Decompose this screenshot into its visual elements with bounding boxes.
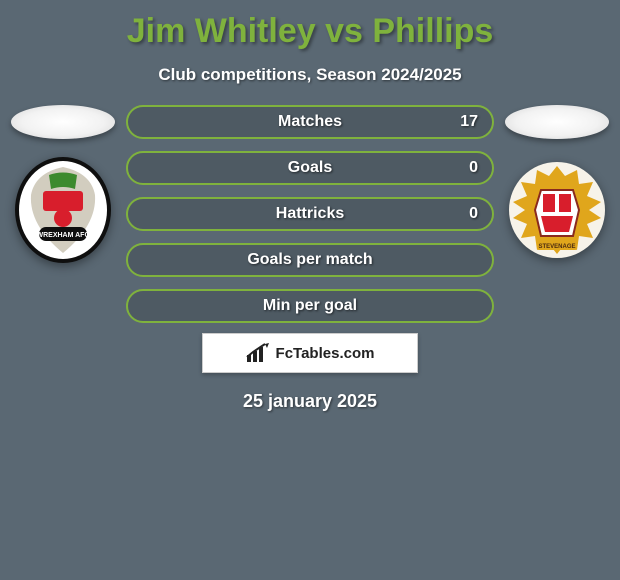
left-player-avatar (11, 105, 115, 139)
brand-badge: FcTables.com (202, 333, 418, 373)
left-player-column: WREXHAM AFC (8, 105, 118, 265)
stats-column: Matches 17 Goals 0 Hattricks 0 Goals per… (118, 105, 502, 323)
comparison-layout: WREXHAM AFC Matches 17 Goals 0 Hattricks… (0, 105, 620, 323)
subtitle: Club competitions, Season 2024/2025 (0, 65, 620, 85)
stat-value-right: 0 (469, 159, 478, 177)
stat-row-matches: Matches 17 (126, 105, 494, 139)
stat-row-min-per-goal: Min per goal (126, 289, 494, 323)
svg-text:WREXHAM AFC: WREXHAM AFC (36, 232, 89, 239)
stat-label: Goals (288, 159, 332, 177)
stat-value-right: 0 (469, 205, 478, 223)
stat-value-right: 17 (460, 113, 478, 131)
left-club-crest: WREXHAM AFC (13, 155, 113, 265)
page-title: Jim Whitley vs Phillips (0, 0, 620, 51)
right-club-crest: STEVENAGE (507, 155, 607, 265)
stat-label: Matches (278, 113, 342, 131)
stat-row-goals-per-match: Goals per match (126, 243, 494, 277)
right-player-avatar (505, 105, 609, 139)
stat-label: Goals per match (247, 251, 372, 269)
chart-icon (246, 343, 270, 363)
svg-text:STEVENAGE: STEVENAGE (538, 244, 575, 250)
footer-date: 25 january 2025 (0, 391, 620, 412)
stat-row-goals: Goals 0 (126, 151, 494, 185)
stat-label: Hattricks (276, 205, 344, 223)
brand-text: FcTables.com (276, 345, 375, 362)
right-player-column: STEVENAGE (502, 105, 612, 265)
stat-label: Min per goal (263, 297, 357, 315)
stat-row-hattricks: Hattricks 0 (126, 197, 494, 231)
